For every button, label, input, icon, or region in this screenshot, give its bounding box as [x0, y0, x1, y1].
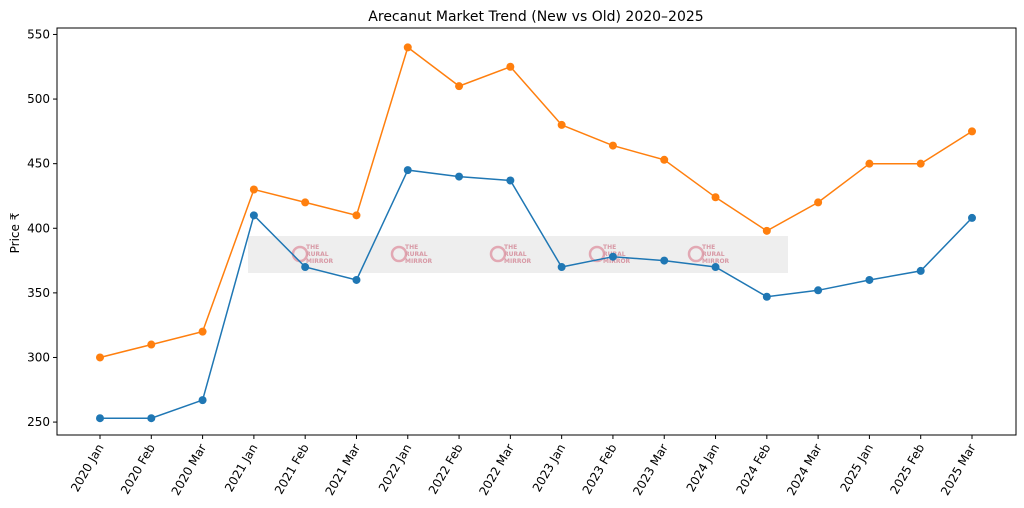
series-2-point [198, 327, 207, 336]
y-tick-label: 350 [27, 286, 50, 300]
watermark-text: RURAL [504, 251, 527, 258]
x-tick-label: 2025 Mar [938, 441, 979, 497]
series-2-point [968, 127, 976, 136]
x-tick-label: 2023 Mar [630, 441, 671, 497]
watermark-band-bg [248, 236, 788, 273]
series-2-point [96, 353, 104, 362]
series-2 [96, 43, 976, 362]
watermark-text: RURAL [405, 251, 428, 258]
watermark-text: RURAL [702, 251, 725, 258]
series-1-point [147, 414, 156, 423]
series-2-point [916, 159, 925, 168]
x-tick-label: 2023 Jan [530, 442, 569, 495]
series-2-point [455, 82, 464, 91]
series-2-point [557, 120, 566, 129]
series-2-point [249, 185, 258, 194]
watermark-text: THE [702, 244, 715, 251]
x-tick-label: 2024 Jan [684, 442, 723, 495]
x-tick-label: 2024 Feb [733, 442, 773, 497]
x-tick-label: 2020 Mar [169, 441, 210, 497]
watermark-logo-ring [687, 245, 705, 263]
x-tick-label: 2021 Mar [322, 441, 363, 497]
watermark-text: THE [603, 244, 616, 251]
series-1-point [249, 211, 258, 220]
watermark-logo-ring [588, 245, 606, 263]
x-tick-label: 2021 Jan [222, 442, 261, 495]
x-tick-label: 2022 Mar [476, 441, 517, 497]
watermark-text: MIRROR [306, 258, 334, 265]
series-2-point [506, 62, 515, 71]
x-tick-label: 2022 Feb [426, 442, 466, 497]
watermark-band: THERURALMIRRORTHERURALMIRRORTHERURALMIRR… [248, 236, 788, 273]
series-1-point [455, 172, 464, 181]
y-tick-label: 300 [27, 350, 50, 364]
chart-title: Arecanut Market Trend (New vs Old) 2020–… [368, 9, 703, 25]
series-2-point [762, 226, 771, 235]
series-1-point [814, 286, 823, 295]
series-1-point [198, 396, 207, 405]
series-1-point [506, 176, 515, 185]
series-1-point [96, 414, 104, 423]
series-1-point [916, 266, 925, 275]
y-axis-label: Price ₹ [8, 212, 22, 253]
series-1-point [762, 292, 771, 301]
series-2-point [865, 159, 874, 168]
series-1-point [301, 263, 310, 272]
watermark-logo-ring [390, 245, 408, 263]
series-2-point [352, 211, 361, 220]
y-tick-label: 450 [27, 157, 50, 171]
series-1-line [100, 169, 973, 419]
y-tick-label: 500 [27, 92, 50, 106]
y-axis: 250 300 350 400 450 500 550 [27, 27, 57, 429]
y-tick-label: 550 [27, 27, 50, 41]
series-1-point [711, 263, 720, 272]
y-tick-label: 250 [27, 415, 50, 429]
series-2-point [660, 155, 669, 164]
watermark-text: MIRROR [405, 258, 433, 265]
watermark-text: MIRROR [702, 258, 730, 265]
series-1-point [608, 252, 617, 261]
series-2-point [403, 43, 412, 52]
plot-area-frame [56, 27, 1017, 436]
series-layer [96, 43, 976, 423]
watermark-text: MIRROR [504, 258, 532, 265]
x-tick-label: 2023 Feb [580, 442, 620, 497]
x-tick-label: 2024 Mar [784, 441, 825, 497]
y-tick-label: 400 [27, 221, 50, 235]
x-tick-label: 2022 Jan [376, 442, 415, 495]
series-1-point [865, 275, 874, 284]
x-tick-label: 2020 Feb [118, 442, 158, 497]
series-1-point [968, 213, 976, 222]
series-2-point [147, 340, 156, 349]
watermark-text: THE [405, 244, 418, 251]
watermark-logo-ring [489, 245, 507, 263]
series-2-line [99, 46, 973, 359]
series-2-point [301, 198, 310, 207]
series-1-point [557, 263, 566, 272]
series-1-point [660, 256, 669, 265]
series-1-point [403, 166, 412, 175]
watermark-text: RURAL [306, 251, 329, 258]
series-2-point [814, 198, 823, 207]
series-2-point [711, 193, 720, 202]
x-tick-label: 2020 Jan [68, 442, 107, 495]
x-tick-label: 2025 Feb [887, 442, 927, 497]
series-1-point [352, 275, 361, 284]
series-1 [96, 166, 976, 423]
x-tick-label: 2021 Feb [272, 442, 312, 497]
series-2-point [608, 141, 617, 150]
watermark-text: THE [306, 244, 319, 251]
watermark-text: MIRROR [603, 258, 631, 265]
watermark-text: THE [504, 244, 517, 251]
x-axis: 2020 Jan 2020 Feb 2020 Mar 2021 Jan 2021 Feb… [68, 435, 979, 498]
x-tick-label: 2025 Jan [837, 442, 876, 495]
